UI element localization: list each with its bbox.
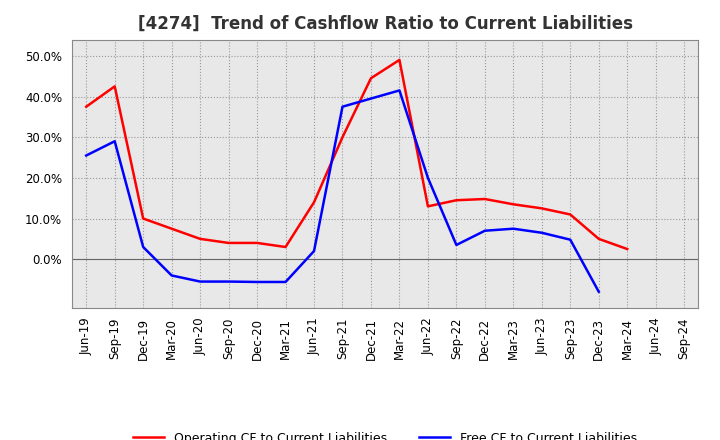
Line: Operating CF to Current Liabilities: Operating CF to Current Liabilities xyxy=(86,60,627,249)
Legend: Operating CF to Current Liabilities, Free CF to Current Liabilities: Operating CF to Current Liabilities, Fre… xyxy=(128,427,642,440)
Operating CF to Current Liabilities xyxy=(253,240,261,246)
Free CF to Current Liabilities xyxy=(537,230,546,235)
Free CF to Current Liabilities xyxy=(566,237,575,242)
Free CF to Current Liabilities xyxy=(310,249,318,254)
Operating CF to Current Liabilities xyxy=(139,216,148,221)
Free CF to Current Liabilities xyxy=(509,226,518,231)
Operating CF to Current Liabilities xyxy=(537,206,546,211)
Free CF to Current Liabilities xyxy=(167,273,176,278)
Title: [4274]  Trend of Cashflow Ratio to Current Liabilities: [4274] Trend of Cashflow Ratio to Curren… xyxy=(138,15,633,33)
Operating CF to Current Liabilities xyxy=(167,226,176,231)
Free CF to Current Liabilities xyxy=(196,279,204,284)
Free CF to Current Liabilities xyxy=(338,104,347,109)
Free CF to Current Liabilities xyxy=(423,175,432,180)
Free CF to Current Liabilities xyxy=(253,279,261,285)
Operating CF to Current Liabilities xyxy=(452,198,461,203)
Free CF to Current Liabilities xyxy=(595,289,603,294)
Free CF to Current Liabilities xyxy=(480,228,489,233)
Line: Free CF to Current Liabilities: Free CF to Current Liabilities xyxy=(86,91,599,292)
Operating CF to Current Liabilities xyxy=(480,196,489,202)
Operating CF to Current Liabilities xyxy=(282,244,290,249)
Free CF to Current Liabilities xyxy=(110,139,119,144)
Operating CF to Current Liabilities xyxy=(623,246,631,252)
Operating CF to Current Liabilities xyxy=(509,202,518,207)
Operating CF to Current Liabilities xyxy=(423,204,432,209)
Free CF to Current Liabilities xyxy=(139,244,148,249)
Free CF to Current Liabilities xyxy=(82,153,91,158)
Operating CF to Current Liabilities xyxy=(566,212,575,217)
Operating CF to Current Liabilities xyxy=(338,135,347,140)
Operating CF to Current Liabilities xyxy=(110,84,119,89)
Operating CF to Current Liabilities xyxy=(310,200,318,205)
Operating CF to Current Liabilities xyxy=(395,57,404,62)
Operating CF to Current Liabilities xyxy=(196,236,204,242)
Free CF to Current Liabilities xyxy=(282,279,290,285)
Operating CF to Current Liabilities xyxy=(82,104,91,109)
Free CF to Current Liabilities xyxy=(366,96,375,101)
Free CF to Current Liabilities xyxy=(452,242,461,248)
Free CF to Current Liabilities xyxy=(225,279,233,284)
Operating CF to Current Liabilities xyxy=(225,240,233,246)
Free CF to Current Liabilities xyxy=(395,88,404,93)
Operating CF to Current Liabilities xyxy=(595,236,603,242)
Operating CF to Current Liabilities xyxy=(366,76,375,81)
